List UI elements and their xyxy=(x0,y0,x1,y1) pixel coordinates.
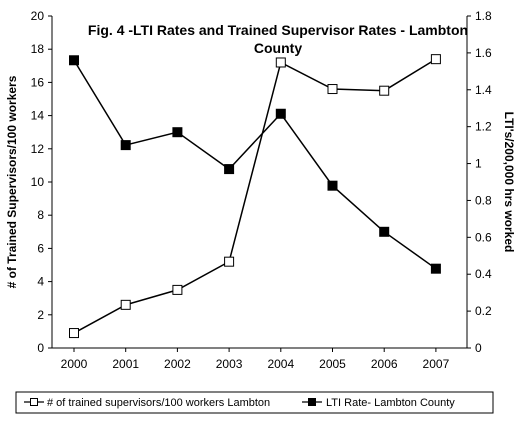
series-1-point xyxy=(224,164,235,175)
x-tick-label: 2001 xyxy=(112,357,139,371)
series-1-point xyxy=(120,140,131,151)
left-tick-label: 4 xyxy=(37,275,44,289)
right-tick-label: 0.8 xyxy=(475,193,492,207)
x-tick-label: 2000 xyxy=(61,357,88,371)
legend-marker-supervisors xyxy=(30,398,38,406)
right-tick-label: 0.6 xyxy=(475,230,492,244)
x-tick-label: 2007 xyxy=(423,357,450,371)
left-y-ticks: 0 2 4 6 8 10 12 14 16 18 20 xyxy=(31,9,52,355)
left-tick-label: 0 xyxy=(37,341,44,355)
series-0-point xyxy=(430,54,441,65)
series-0-point xyxy=(275,57,286,68)
series-0-point xyxy=(69,328,79,339)
chart-title-line1: Fig. 4 -LTI Rates and Trained Supervisor… xyxy=(88,22,468,38)
series-layer xyxy=(69,54,441,339)
left-tick-label: 12 xyxy=(31,142,45,156)
series-1-point xyxy=(430,263,441,274)
x-tick-label: 2004 xyxy=(267,357,294,371)
series-0-point xyxy=(327,84,338,95)
right-tick-label: 1.4 xyxy=(475,83,492,97)
right-axis-label: LTI's/200,000 hrs worked xyxy=(502,112,514,253)
series-0-point xyxy=(120,299,131,310)
series-0-point xyxy=(172,284,183,295)
legend-label-supervisors: # of trained supervisors/100 workers Lam… xyxy=(47,397,270,409)
right-tick-label: 1.8 xyxy=(475,9,492,23)
series-1-point xyxy=(69,55,79,66)
left-tick-label: 8 xyxy=(37,208,44,222)
legend: # of trained supervisors/100 workers Lam… xyxy=(15,391,494,414)
series-1-point xyxy=(172,127,183,138)
right-tick-label: 0.4 xyxy=(475,267,492,281)
left-tick-label: 16 xyxy=(31,75,45,89)
right-y-ticks: 0 0.2 0.4 0.6 0.8 1 1.2 1.4 1.6 1.8 xyxy=(467,9,492,355)
left-tick-label: 14 xyxy=(31,109,45,123)
series-1-point xyxy=(275,108,286,119)
left-tick-label: 2 xyxy=(37,308,44,322)
right-tick-label: 1 xyxy=(475,157,482,171)
x-ticks: 2000 2001 2002 2003 2004 2005 2006 2007 xyxy=(61,348,450,371)
chart-title-line2: County xyxy=(254,40,302,56)
left-axis-label: # of Trained Supervisors/100 workers xyxy=(5,75,19,288)
left-tick-label: 20 xyxy=(31,9,45,23)
left-tick-label: 10 xyxy=(31,175,45,189)
right-tick-label: 1.6 xyxy=(475,46,492,60)
x-tick-label: 2005 xyxy=(319,357,346,371)
series-1-point xyxy=(327,180,338,191)
x-tick-label: 2003 xyxy=(216,357,243,371)
series-0-point xyxy=(379,85,390,96)
right-tick-label: 0 xyxy=(475,341,482,355)
x-tick-label: 2002 xyxy=(164,357,191,371)
series-line-0 xyxy=(73,58,437,334)
legend-box xyxy=(15,391,494,414)
left-tick-label: 18 xyxy=(31,42,45,56)
series-1-point xyxy=(379,226,390,237)
right-tick-label: 0.2 xyxy=(475,304,492,318)
series-line-1 xyxy=(73,59,437,270)
legend-label-lti: LTI Rate- Lambton County xyxy=(326,397,455,409)
legend-marker-lti xyxy=(308,398,316,406)
right-tick-label: 1.2 xyxy=(475,120,492,134)
left-tick-label: 6 xyxy=(37,241,44,255)
x-tick-label: 2006 xyxy=(371,357,398,371)
series-0-point xyxy=(224,256,235,267)
